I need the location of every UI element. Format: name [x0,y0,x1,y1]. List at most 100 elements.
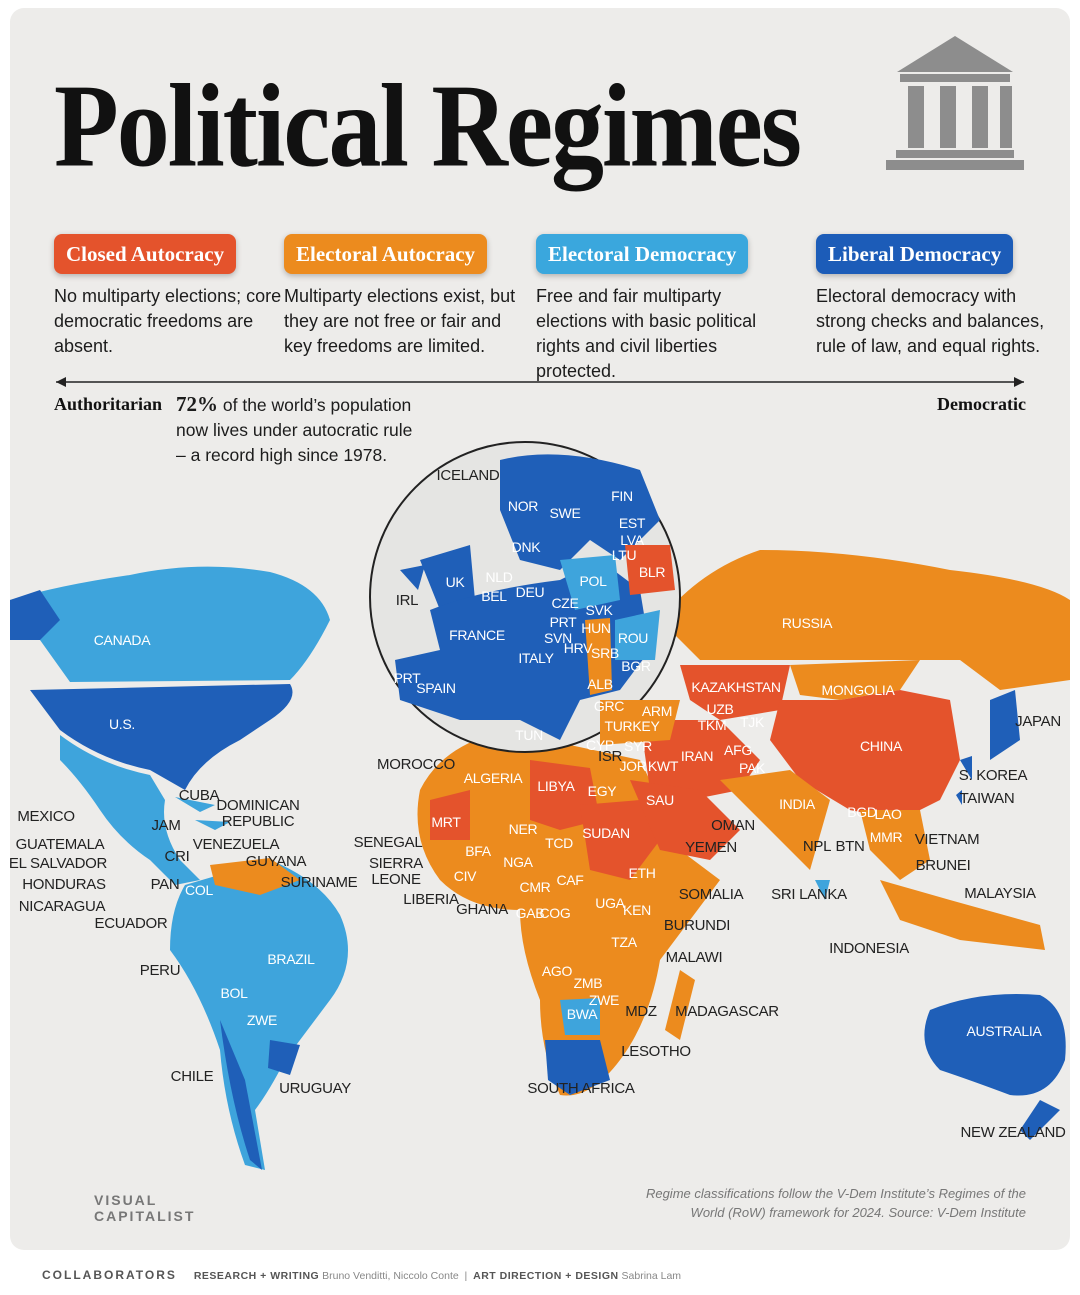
country-label: TJK [740,714,764,730]
country-label: PERU [139,962,181,979]
country-label: NICARAGUA [18,898,106,915]
country-label: PAK [738,760,766,776]
building-icon [886,36,1024,170]
country-label: JAPAN [1015,713,1061,730]
country-label: SOMALIA [678,886,744,903]
country-label: SVN [544,630,572,646]
country-label: ARM [641,703,673,719]
country-label: CHINA [859,738,903,754]
country-label: BRAZIL [267,951,315,967]
country-label: DNK [511,539,541,555]
country-label: BOL [220,985,248,1001]
europe-inset [369,441,681,753]
country-label: LIBYA [537,778,575,794]
country-label: INDIA [779,796,815,812]
country-label: SIERRA LEONE [368,855,424,888]
country-label: TAIWAN [959,790,1015,807]
country-label: SUDAN [582,825,630,841]
country-label: GUYANA [245,853,307,870]
country-label: RUSSIA [781,615,833,631]
country-label: TURKEY [604,718,660,734]
callout: 72% of the world’s population now lives … [176,392,426,468]
country-label: KEN [623,902,651,918]
country-label: FIN [611,488,633,504]
country-label: SPAIN [416,680,456,696]
country-label: UZB [706,701,734,717]
country-label: ZMB [573,975,603,991]
country-label: VIETNAM [914,831,980,848]
country-label: BFA [465,843,491,859]
oceania [924,994,1066,1140]
country-label: KAZAKHSTAN [691,679,781,695]
legend-pill: Liberal Democracy [816,234,1014,274]
country-label: EL SALVADOR [10,855,108,872]
country-label: NER [508,821,538,837]
country-label: BEL [481,588,507,604]
legend-pill: Closed Autocracy [54,234,237,274]
country-label: SAU [646,792,674,808]
country-label: MRT [431,814,461,830]
south-america [170,858,348,1170]
country-label: COG [539,905,571,921]
country-label: DEU [515,584,545,600]
legend-pill: Electoral Autocracy [284,234,488,274]
country-label: BTN [835,838,865,855]
country-label: UGA [595,895,625,911]
legend-description: Free and fair multiparty elections with … [536,286,757,381]
country-label: MMR [869,829,903,845]
country-label: GAB [515,905,545,921]
country-label: ISR [597,748,623,765]
country-label: AGO [541,963,573,979]
country-label: MOROCCO [377,756,455,773]
country-label: UK [445,574,465,590]
credits: COLLABORATORS RESEARCH + WRITING Bruno V… [42,1268,682,1282]
credits-label: COLLABORATORS [42,1268,177,1282]
country-label: CANADA [93,632,151,648]
country-label: BRUNEI [915,857,971,874]
country-label: CZE [551,595,579,611]
country-label: LVA [620,532,644,548]
design: Sabrina Lam [621,1270,682,1282]
scale-left: Authoritarian [54,394,162,414]
legend-description: Electoral democracy with strong checks a… [816,286,1045,356]
legend-description: Multiparty elections exist, but they are… [284,286,516,356]
country-label: PRT [393,670,421,686]
legend-pill: Electoral Democracy [536,234,749,274]
country-label: PRT [549,614,577,630]
country-label: LTU [611,547,637,563]
country-label: FRANCE [449,627,505,643]
country-label: BGD [847,804,877,820]
country-label: S. KOREA [958,767,1028,784]
country-label: TZA [611,934,637,950]
country-label: NPL [802,838,832,855]
country-label: SOUTH AFRICA [527,1080,635,1097]
source: Regime classifications follow the V-Dem … [645,1186,1026,1220]
country-label: HRV [563,640,593,656]
country-label: CUBA [178,787,220,804]
highlight: 72% [176,392,218,416]
country-label: BURUNDI [663,917,731,934]
country-label: GUATEMALA [15,836,105,853]
country-label: ECUADOR [94,915,168,932]
country-label: POL [579,573,607,589]
country-label: SENEGAL [353,834,423,851]
country-label: COL [185,882,213,898]
country-label: NLD [485,569,513,585]
country-label: BLR [638,564,666,580]
country-label: OMAN [711,817,755,834]
country-label: ETH [628,865,656,881]
country-label: TUN [515,727,543,743]
country-label: CHILE [170,1068,214,1085]
country-label: PAN [150,876,180,893]
country-label: AFG [724,742,752,758]
country-label: CAF [556,872,584,888]
country-label: ICELAND [436,467,500,484]
country-label: SURINAME [280,874,358,891]
country-label: ALGERIA [463,770,523,786]
country-label: TCD [545,835,573,851]
country-label: CRI [164,848,190,865]
country-label: CMR [519,879,551,895]
country-label: SYR [624,738,652,754]
country-label: EST [618,515,646,531]
